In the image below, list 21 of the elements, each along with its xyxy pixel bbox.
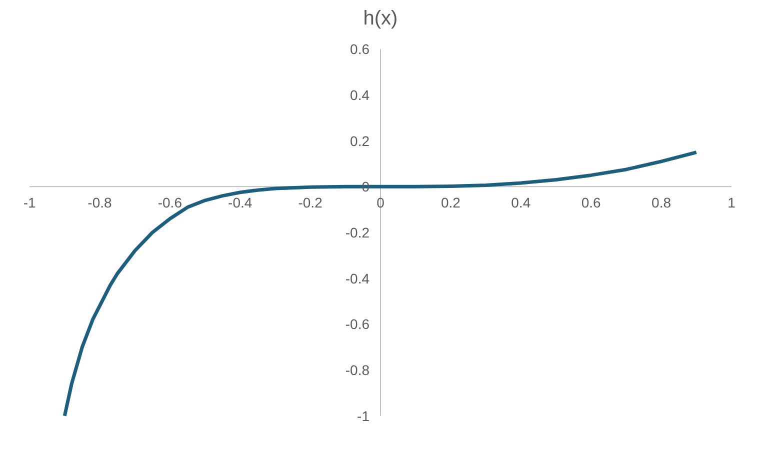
y-tick-label: 0.4 bbox=[350, 87, 370, 103]
x-tick-label: 0.6 bbox=[581, 194, 602, 211]
y-tick-label: -0.6 bbox=[345, 316, 370, 332]
y-tick-label: -0.2 bbox=[345, 224, 370, 240]
x-tick-label: 0.2 bbox=[440, 194, 461, 211]
chart-title: h(x) bbox=[363, 8, 398, 30]
x-tick-label: 0 bbox=[376, 194, 385, 211]
x-tick-label: -0.4 bbox=[228, 194, 252, 211]
x-tick-label: 1 bbox=[728, 194, 736, 211]
y-tick-label: 0 bbox=[362, 178, 370, 195]
x-tick-label: -0.6 bbox=[158, 194, 182, 211]
y-tick-label: -1 bbox=[357, 408, 370, 424]
y-tick-label: -0.8 bbox=[345, 362, 370, 378]
x-tick-label: -0.8 bbox=[88, 194, 112, 211]
x-tick-label: -0.2 bbox=[298, 194, 323, 211]
x-tick-label: 0.8 bbox=[652, 194, 672, 211]
x-tick-label: 0.4 bbox=[511, 194, 531, 211]
y-tick-label: -0.4 bbox=[345, 270, 370, 286]
x-tick-label: -1 bbox=[23, 194, 36, 211]
y-tick-label: 0.6 bbox=[350, 41, 370, 58]
y-tick-label: 0.2 bbox=[350, 132, 370, 149]
